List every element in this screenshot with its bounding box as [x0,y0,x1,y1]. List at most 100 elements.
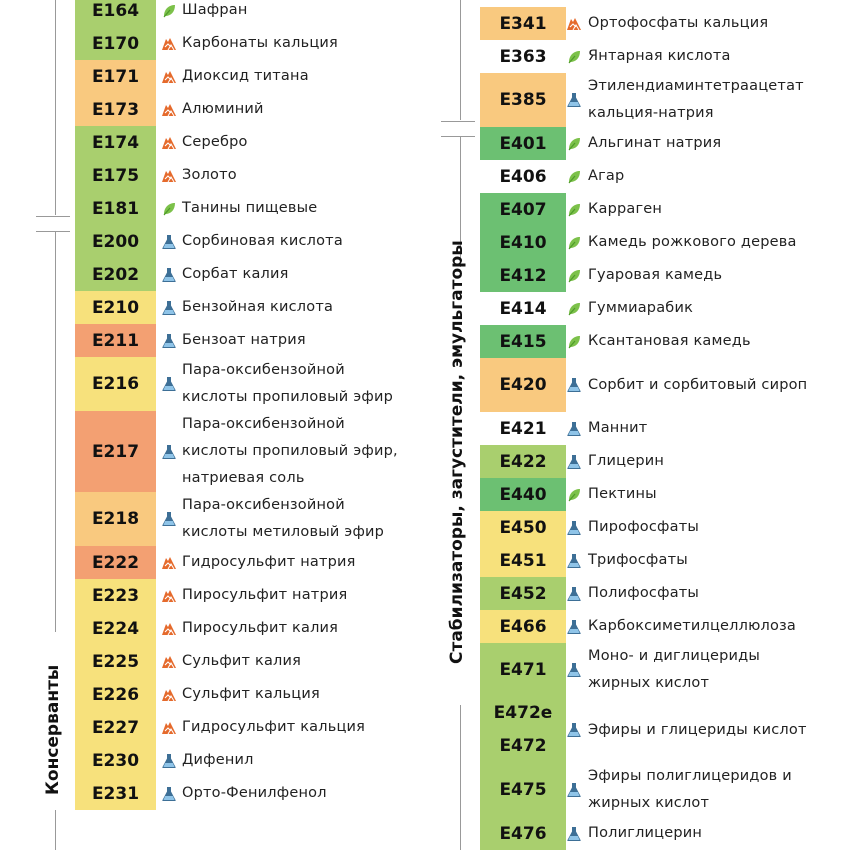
flask-icon [161,753,177,769]
additive-name: Янтарная кислота [588,40,731,73]
additive-name: Глицерин [588,445,664,478]
additive-code: E412 [480,259,566,292]
additive-row-e211: E211 Бензоат натрия [75,324,435,357]
name-line: Танины пищевые [182,200,318,216]
additive-name: Трифосфаты [588,544,688,577]
code-label: E231 [91,783,140,804]
left-divider-tick-1 [36,216,70,217]
additive-row-e210: E210 Бензойная кислота [75,291,435,324]
code-label: E216 [91,374,140,394]
additive-name: Полифосфаты [588,577,699,610]
additive-name: Ксантановая камедь [588,325,751,358]
additive-code: E164 [75,0,156,27]
leaf-icon [161,3,177,19]
additive-code: E217 [75,411,156,492]
name-line: кислоты пропиловый эфир [182,389,394,405]
name-line: Маннит [588,420,648,436]
additive-name: Сорбит и сорбитовый сироп [588,358,807,412]
additive-row-e164: E164 Шафран [75,0,435,27]
code-label: E174 [91,132,140,153]
code-label: E451 [499,550,547,571]
mineral-icon [161,687,177,703]
name-line: Ксантановая камедь [588,333,751,349]
additive-name: Карраген [588,193,662,226]
code-label: E407 [499,199,547,220]
name-line: Эфиры полиглицеридов и [588,768,792,784]
additive-code: E440 [480,478,566,511]
additive-code: E476 [480,817,566,850]
additive-row-e422: E422 Глицерин [480,445,840,478]
additive-name: Танины пищевые [182,192,317,225]
flask-icon [161,376,177,392]
mineral-icon [161,621,177,637]
code-label: E475 [499,780,547,800]
name-line: кислоты метиловый эфир [182,524,385,540]
additive-name: Дифенил [182,744,254,777]
additive-name: Гуаровая камедь [588,259,722,292]
name-line: Эфиры и глицериды кислот [588,721,807,738]
additive-code: E415 [480,325,566,358]
name-line: Карбонаты кальция [182,35,338,51]
code-label: E472 [499,736,547,756]
additive-name: Пиросульфит калия [182,612,338,645]
code-label: E230 [91,750,140,771]
additive-name: Этилендиаминтетраацетат кальция-натрия [588,73,804,127]
name-line: Моно- и диглицериды [588,648,761,664]
additive-name: Орто-Фенилфенол [182,777,327,810]
name-line: Орто-Фенилфенол [182,785,327,801]
additive-code: E466 [480,610,566,643]
additive-row-e420: E420 Сорбит и сорбитовый сироп [480,358,840,412]
code-label: E414 [499,298,547,319]
name-line: Полифосфаты [588,585,700,601]
right-divider-tick-1 [441,121,475,122]
additive-code: E341 [480,7,566,40]
name-line: Пара-оксибензойной [182,416,345,432]
additive-code: E223 [75,579,156,612]
name-line: Сульфит кальция [182,686,320,702]
additive-code: E211 [75,324,156,357]
name-line: Камедь рожкового дерева [588,234,797,250]
name-line: Гуаровая камедь [588,267,723,283]
additive-code: E450 [480,511,566,544]
code-label: E385 [499,90,547,110]
name-line: Пирофосфаты [588,519,700,535]
additive-code: E231 [75,777,156,810]
additive-name: Сорбиновая кислота [182,225,343,258]
name-line: Сорбит и сорбитовый сироп [588,376,808,393]
additive-code: E452 [480,577,566,610]
additive-code: E222 [75,546,156,579]
additive-name: Агар [588,160,624,193]
flask-icon [566,92,582,108]
code-label: E211 [91,330,140,351]
additive-code: E406 [480,160,566,193]
additive-row-e202: E202 Сорбат калия [75,258,435,291]
additive-name: Бензоат натрия [182,324,306,357]
additive-row-e406: E406 Агар [480,160,840,193]
name-line: жирных кислот [588,795,710,811]
code-label: E341 [499,13,547,34]
left-divider-tick-2 [36,231,70,232]
additive-row-e415: E415 Ксантановая камедь [480,325,840,358]
additive-row-e414: E414 Гуммиарабик [480,292,840,325]
flask-icon [566,377,582,393]
additive-code: E202 [75,258,156,291]
additive-code: E227 [75,711,156,744]
name-line: Пиросульфит калия [182,620,339,636]
name-line: Сульфит калия [182,653,302,669]
additive-code: E420 [480,358,566,412]
additive-code: E218 [75,492,156,546]
leaf-icon [566,202,582,218]
leaf-icon [566,334,582,350]
flask-icon [161,444,177,460]
flask-icon [566,520,582,536]
code-label: E225 [91,651,140,672]
code-label: E440 [499,484,547,505]
additive-code: E224 [75,612,156,645]
additive-name: Альгинат натрия [588,127,721,160]
code-label: E476 [499,823,547,844]
mineral-icon [566,16,582,32]
name-line: Пара-оксибензойной [182,497,345,513]
code-label: E410 [499,232,547,253]
flask-icon [161,234,177,250]
name-line: Шафран [182,2,248,18]
